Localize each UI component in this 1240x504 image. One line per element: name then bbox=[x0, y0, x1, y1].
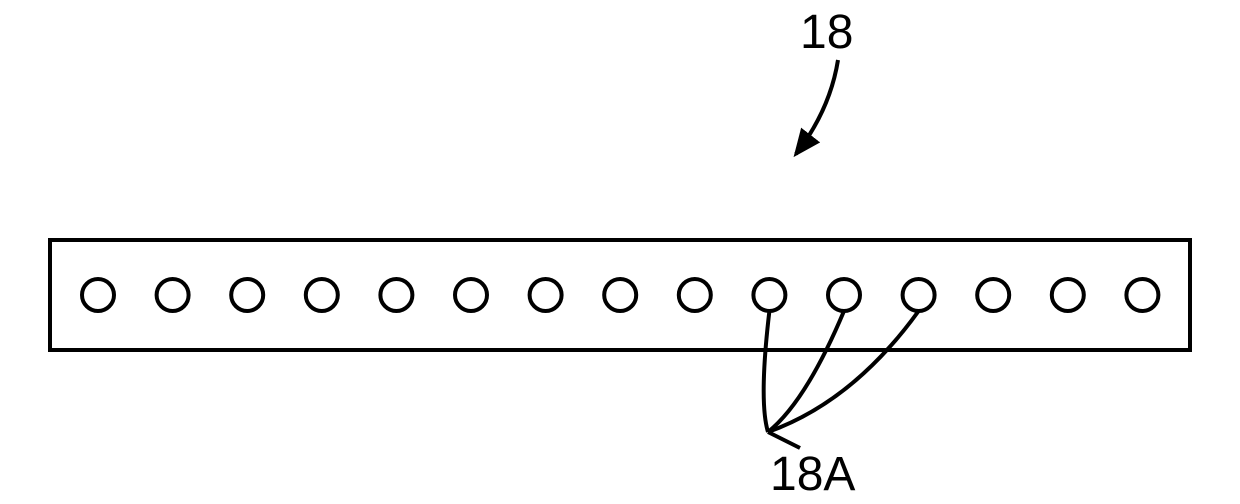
canvas-background bbox=[0, 0, 1240, 504]
label-18a: 18A bbox=[770, 448, 855, 501]
label-18: 18 bbox=[800, 6, 853, 59]
